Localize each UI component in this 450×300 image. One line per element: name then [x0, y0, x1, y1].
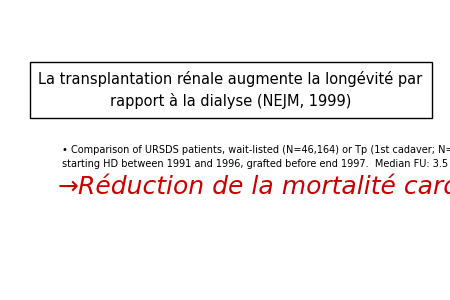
Text: Réduction de la mortalité cardiovasculaire: Réduction de la mortalité cardiovasculai…	[78, 175, 450, 199]
Text: • Comparison of URSDS patients, wait-listed (N=46,164) or Tp (1st cadaver; N=23,: • Comparison of URSDS patients, wait-lis…	[63, 145, 450, 169]
Text: →: →	[58, 175, 79, 199]
Text: La transplantation rénale augmente la longévité par
rapport à la dialyse (NEJM, : La transplantation rénale augmente la lo…	[39, 70, 423, 109]
